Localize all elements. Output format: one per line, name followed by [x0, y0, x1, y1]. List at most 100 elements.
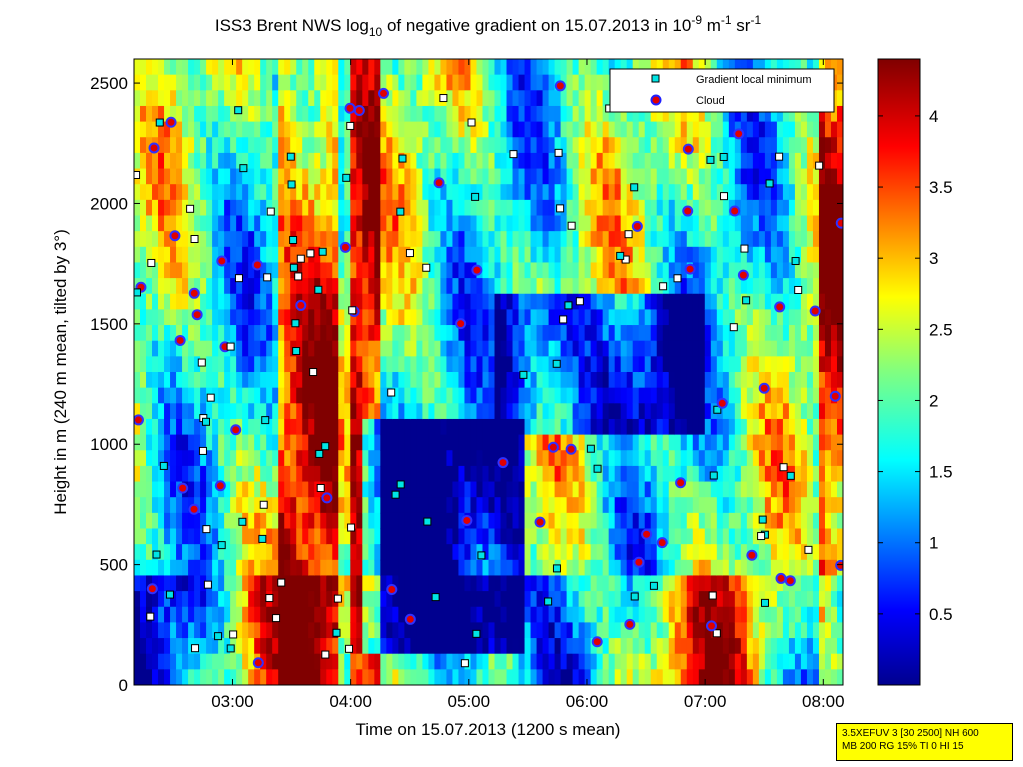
heatmap-cell	[656, 372, 664, 389]
heatmap-cell	[836, 450, 843, 467]
heatmap-cell	[188, 653, 195, 670]
heatmap-cell	[434, 622, 442, 639]
heatmap-cell	[134, 59, 141, 76]
heatmap-cell	[746, 340, 754, 357]
heatmap-cell	[752, 403, 760, 420]
heatmap-cell	[500, 387, 508, 404]
heatmap-cell	[206, 121, 213, 138]
cloud-marker	[146, 583, 158, 595]
heatmap-cell	[590, 450, 598, 467]
heatmap-cell	[392, 434, 399, 451]
heatmap-cell	[434, 309, 442, 326]
heatmap-cell	[584, 121, 592, 138]
cloud-marker	[633, 556, 645, 568]
heatmap-cell	[200, 387, 207, 404]
gradient-minimum-marker	[804, 545, 813, 554]
cloud-marker	[471, 264, 483, 276]
heatmap-cell	[488, 497, 496, 514]
heatmap-cell	[380, 231, 387, 248]
heatmap-cell	[836, 137, 843, 154]
heatmap-cell	[734, 450, 742, 467]
heatmap-cell	[656, 215, 664, 232]
heatmap-cell	[284, 215, 291, 232]
heatmap-cell	[434, 184, 442, 201]
heatmap-cell	[164, 90, 171, 107]
heatmap-cell	[494, 418, 502, 436]
heatmap-cell	[476, 387, 484, 404]
heatmap-cell	[170, 653, 177, 670]
heatmap-cell	[152, 168, 159, 185]
heatmap-cell	[704, 606, 712, 623]
heatmap-cell	[260, 246, 267, 264]
heatmap-cell	[440, 340, 448, 357]
heatmap-cell	[524, 638, 532, 655]
heatmap-cell	[356, 137, 363, 154]
heatmap-cell	[392, 325, 399, 342]
heatmap-cell	[146, 481, 153, 498]
heatmap-cell	[698, 387, 706, 404]
heatmap-cell	[788, 105, 796, 123]
cloud-marker	[216, 255, 228, 267]
heatmap-cell	[782, 512, 790, 530]
heatmap-cell	[164, 606, 171, 623]
heatmap-cell	[746, 168, 754, 185]
heatmap-cell	[608, 168, 616, 185]
heatmap-cell	[740, 278, 748, 295]
heatmap-cell	[152, 356, 159, 373]
heatmap-cell	[632, 465, 640, 483]
heatmap-cell	[188, 465, 195, 483]
heatmap-cell	[602, 293, 610, 310]
heatmap-cell	[578, 59, 586, 76]
heatmap-cell	[650, 512, 658, 530]
heatmap-cell	[758, 418, 766, 436]
cloud-marker	[784, 575, 796, 587]
heatmap-cell	[602, 434, 610, 451]
heatmap-cell	[464, 575, 472, 592]
heatmap-cell	[770, 418, 778, 436]
heatmap-cell	[416, 137, 424, 154]
heatmap-cell	[614, 199, 622, 217]
heatmap-cell	[428, 559, 436, 577]
heatmap-cell	[158, 622, 165, 639]
heatmap-cell	[572, 418, 580, 436]
heatmap-cell	[476, 121, 484, 138]
heatmap-cell	[716, 356, 724, 373]
heatmap-cell	[440, 293, 448, 310]
heatmap-cell	[188, 278, 195, 295]
heatmap-cell	[806, 403, 814, 420]
heatmap-cell	[170, 497, 177, 514]
heatmap-cell	[476, 465, 484, 483]
heatmap-cell	[134, 340, 141, 357]
heatmap-cell	[536, 481, 544, 498]
heatmap-cell	[140, 653, 147, 670]
heatmap-cell	[332, 262, 339, 279]
heatmap-cell	[800, 528, 808, 545]
heatmap-cell	[506, 450, 514, 467]
heatmap-cell	[134, 215, 141, 232]
heatmap-cell	[812, 199, 820, 217]
gradient-minimum-marker	[347, 523, 356, 532]
heatmap-cell	[596, 606, 604, 623]
heatmap-cell	[764, 418, 772, 436]
heatmap-cell	[146, 512, 153, 530]
heatmap-cell	[650, 418, 658, 436]
heatmap-cell	[404, 90, 411, 107]
heatmap-cell	[560, 481, 568, 498]
heatmap-cell	[818, 465, 826, 483]
heatmap-cell	[272, 105, 279, 123]
heatmap-cell	[314, 231, 321, 248]
heatmap-cell	[500, 293, 508, 310]
heatmap-cell	[764, 325, 772, 342]
heatmap-cell	[422, 497, 430, 514]
heatmap-cell	[632, 528, 640, 545]
heatmap-cell	[836, 152, 843, 170]
heatmap-cell	[368, 246, 375, 264]
heatmap-cell	[272, 309, 279, 326]
heatmap-cell	[272, 653, 279, 670]
heatmap-cell	[812, 450, 820, 467]
cloud-marker	[353, 105, 365, 117]
heatmap-cell	[452, 246, 460, 264]
heatmap-cell	[320, 606, 327, 623]
heatmap-cell	[620, 497, 628, 514]
heatmap-cell	[806, 215, 814, 232]
